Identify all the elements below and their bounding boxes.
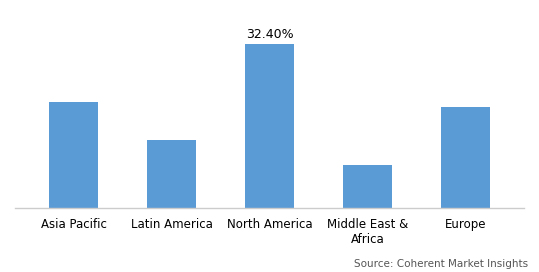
Text: 32.40%: 32.40% (246, 28, 293, 41)
Text: Source: Coherent Market Insights: Source: Coherent Market Insights (354, 259, 528, 269)
Bar (49, 101, 98, 208)
Bar (343, 165, 392, 208)
Bar (441, 107, 490, 208)
Bar (147, 140, 196, 208)
Bar (245, 44, 294, 208)
